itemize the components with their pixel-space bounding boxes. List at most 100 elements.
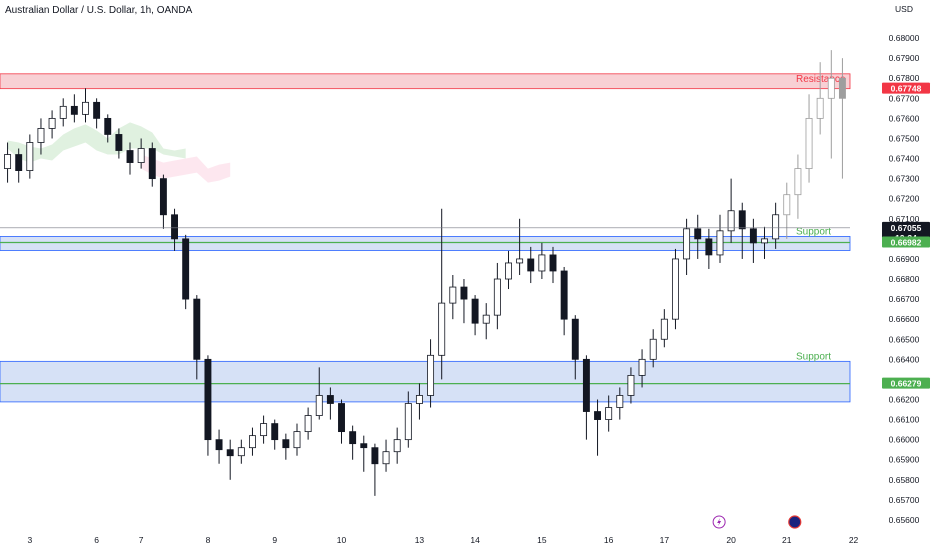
candle-body-22: [248, 435, 256, 449]
y-tick-11: 0.66800: [889, 274, 920, 284]
candle-body-8: [93, 101, 101, 119]
x-tick-5: 10: [337, 535, 347, 545]
candle-body-70: [783, 194, 791, 216]
candle-body-6: [70, 105, 78, 115]
x-tick-1: 6: [94, 535, 99, 545]
candle-body-32: [360, 443, 368, 449]
candle-body-13: [148, 148, 156, 180]
candle-body-50: [560, 270, 568, 320]
candle-body-36: [404, 403, 412, 441]
y-tick-4: 0.67600: [889, 113, 920, 123]
candle-body-45: [505, 262, 512, 280]
candle-body-68: [761, 238, 768, 244]
candle-body-33: [371, 447, 379, 465]
y-tick-21: 0.65700: [889, 495, 920, 505]
candle-body-67: [749, 228, 757, 244]
x-tick-9: 16: [604, 535, 614, 545]
x-tick-13: 22: [849, 535, 859, 545]
candle-body-28: [315, 395, 323, 416]
zone-label-1: Support: [796, 226, 831, 237]
currency-label: USD: [895, 4, 913, 14]
candle-body-75: [838, 77, 846, 99]
price-tag-1: 0.67055: [891, 223, 922, 233]
candle-body-12: [137, 148, 145, 163]
candle-body-60: [671, 258, 679, 320]
candle-body-53: [594, 411, 602, 420]
x-tick-4: 9: [272, 535, 277, 545]
x-tick-2: 7: [139, 535, 144, 545]
candle-body-1: [15, 154, 23, 171]
y-tick-12: 0.66700: [889, 294, 920, 304]
y-tick-0: 0.68000: [889, 33, 920, 43]
zone-0: [0, 73, 851, 90]
x-tick-11: 20: [726, 535, 736, 545]
candle-body-49: [549, 254, 557, 272]
candle-body-72: [805, 117, 813, 169]
candle-body-11: [126, 150, 134, 163]
candle-body-73: [816, 97, 824, 119]
y-tick-19: 0.65900: [889, 455, 920, 465]
price-tag-0: 0.67748: [891, 84, 922, 94]
candle-body-47: [527, 258, 535, 272]
y-tick-15: 0.66400: [889, 354, 920, 364]
candles-layer: [4, 50, 846, 496]
price-tag-bg-0: [882, 82, 930, 94]
candle-body-46: [516, 258, 524, 264]
x-tick-10: 17: [660, 535, 670, 545]
y-tick-17: 0.66100: [889, 415, 920, 425]
candle-body-3: [37, 128, 45, 143]
candle-body-40: [449, 286, 457, 304]
time-axis[interactable]: 3 6 7 8 9 10 13 14 15 16 17 20 21 22: [27, 535, 858, 545]
candle-body-16: [182, 238, 190, 300]
candle-body-51: [571, 318, 579, 360]
candle-body-52: [582, 358, 590, 412]
candle-body-74: [827, 77, 835, 99]
candle-body-20: [226, 449, 234, 457]
lightning-glyph: [717, 518, 722, 526]
candle-body-58: [649, 338, 657, 360]
candle-body-9: [104, 117, 112, 135]
candle-body-66: [738, 210, 746, 230]
candle-body-71: [794, 168, 802, 196]
candle-body-39: [438, 302, 446, 356]
candle-body-56: [627, 374, 635, 396]
candle-body-54: [605, 407, 613, 420]
price-tag-bg-3: [882, 377, 930, 389]
y-tick-9: 0.67100: [889, 214, 920, 224]
candle-body-43: [482, 314, 490, 324]
candle-body-14: [159, 178, 167, 216]
price-tag-3: 0.66279: [891, 379, 922, 389]
x-tick-12: 21: [782, 535, 792, 545]
candle-body-41: [460, 286, 468, 300]
candle-body-0: [4, 154, 12, 169]
y-tick-1: 0.67900: [889, 53, 920, 63]
candle-body-59: [660, 318, 668, 340]
y-tick-6: 0.67400: [889, 154, 920, 164]
candle-body-57: [638, 358, 646, 376]
candle-body-44: [493, 278, 501, 316]
y-tick-16: 0.66200: [889, 394, 920, 404]
candle-body-35: [393, 439, 401, 453]
candle-body-30: [338, 403, 345, 433]
candle-body-34: [382, 451, 390, 465]
y-tick-22: 0.65600: [889, 515, 920, 525]
candle-body-21: [237, 447, 245, 457]
candle-body-61: [683, 228, 691, 260]
event-icons[interactable]: [712, 515, 802, 529]
price-axis[interactable]: USD 0.68000 0.67900 0.67800 0.67700 0.67600 0.…: [882, 4, 930, 525]
y-tick-7: 0.67300: [889, 174, 920, 184]
australia-flag-icon: [788, 515, 802, 529]
candle-body-55: [616, 395, 624, 408]
zone-1: [0, 236, 851, 251]
y-tick-2: 0.67800: [889, 73, 920, 83]
candle-body-27: [304, 415, 312, 433]
zone-label-0: Resistance: [796, 74, 846, 85]
candle-body-10: [115, 134, 123, 151]
candle-body-4: [48, 117, 56, 129]
zones-layer: Resistance Support Support: [0, 73, 851, 403]
y-tick-10: 0.66900: [889, 254, 920, 264]
candle-body-69: [772, 214, 780, 240]
candle-body-64: [716, 230, 724, 256]
x-tick-8: 15: [537, 535, 547, 545]
